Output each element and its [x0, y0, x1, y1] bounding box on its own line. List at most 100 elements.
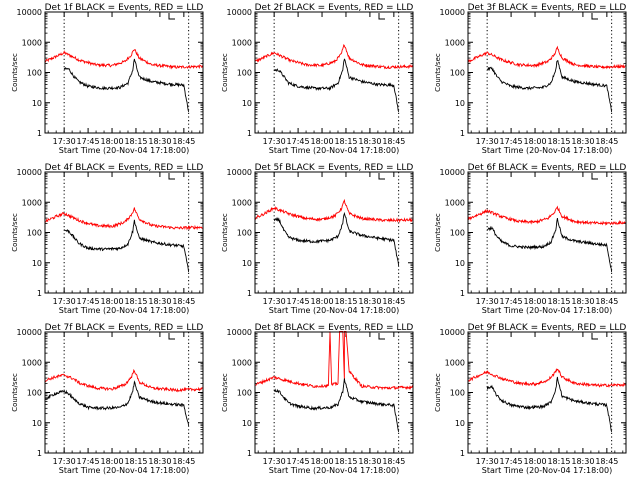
x-tick-label: 17:30 [476, 297, 499, 306]
y-tick-label: 1 [37, 129, 42, 138]
x-tick-label: 18:15 [124, 457, 147, 466]
y-tick-label: 100 [27, 69, 42, 78]
y-tick-label: 1000 [232, 358, 252, 367]
x-tick-label: 17:45 [500, 137, 523, 146]
x-tick-label: 18:15 [124, 297, 147, 306]
panel-title: Det 7f BLACK = Events, RED = LLD [45, 323, 204, 333]
x-tick-label: 17:30 [53, 137, 76, 146]
y-tick-label: 10000 [17, 168, 42, 177]
panel-title: Det 6f BLACK = Events, RED = LLD [468, 163, 627, 173]
plot-frame [254, 171, 414, 294]
x-tick-label: 18:00 [100, 137, 123, 146]
x-tick-label: 18:00 [310, 297, 333, 306]
y-tick-label: 100 [237, 389, 252, 398]
y-tick-label: 1000 [232, 198, 252, 207]
panel-det-9: Det 9f BLACK = Events, RED = LLD 1 10 100 10… [434, 323, 627, 475]
y-tick-label: 10000 [17, 8, 42, 17]
plot-frame [44, 171, 204, 294]
panel-det-7: Det 7f BLACK = Events, RED = LLD 1 10 100 10… [11, 323, 204, 475]
x-axis-label: Start Time (20-Nov-04 17:18:00) [269, 146, 399, 155]
plot-frame [254, 331, 414, 454]
series-events [63, 58, 190, 113]
x-tick-label: 18:15 [334, 457, 357, 466]
x-axis-label: Start Time (20-Nov-04 17:18:00) [482, 146, 612, 155]
x-tick-label: 17:45 [77, 297, 100, 306]
x-tick-label: 18:30 [148, 137, 171, 146]
y-tick-label: 1 [37, 289, 42, 298]
corner-marker [591, 13, 598, 20]
series-events [486, 376, 613, 433]
y-tick-label: 10000 [440, 8, 465, 17]
x-tick-label: 17:30 [263, 457, 286, 466]
y-axis-label: Counts/sec [434, 373, 442, 412]
y-tick-label: 100 [237, 69, 252, 78]
series-events [63, 219, 190, 272]
x-axis-label: Start Time (20-Nov-04 17:18:00) [59, 306, 189, 315]
y-tick-label: 10 [455, 259, 465, 268]
panel-title: Det 1f BLACK = Events, RED = LLD [45, 3, 204, 13]
x-tick-label: 18:15 [547, 297, 570, 306]
x-axis-label: Start Time (20-Nov-04 17:18:00) [269, 466, 399, 475]
panel-det-8: Det 8f BLACK = Events, RED = LLD 1 10 100 10… [221, 323, 414, 475]
y-axis-label: Counts/sec [221, 213, 229, 252]
panel-det-3: Det 3f BLACK = Events, RED = LLD 1 10 100 10… [434, 3, 627, 155]
x-tick-label: 18:15 [124, 137, 147, 146]
y-tick-label: 1 [460, 449, 465, 458]
x-tick-label: 18:45 [595, 457, 618, 466]
x-tick-label: 18:15 [547, 137, 570, 146]
series-events [273, 58, 400, 113]
y-tick-label: 1000 [445, 358, 465, 367]
plot-frame [467, 171, 627, 294]
y-tick-label: 10000 [227, 8, 252, 17]
panel-det-2: Det 2f BLACK = Events, RED = LLD 1 10 100 10… [221, 3, 414, 155]
y-tick-label: 1000 [445, 198, 465, 207]
x-tick-label: 17:45 [287, 297, 310, 306]
x-tick-label: 18:15 [334, 137, 357, 146]
x-tick-label: 18:00 [523, 137, 546, 146]
series-events [273, 378, 400, 432]
x-tick-label: 18:30 [148, 457, 171, 466]
x-tick-label: 17:45 [287, 137, 310, 146]
x-tick-label: 17:45 [287, 457, 310, 466]
x-tick-label: 17:45 [500, 297, 523, 306]
y-axis-label: Counts/sec [11, 53, 19, 92]
y-tick-label: 100 [450, 229, 465, 238]
x-tick-label: 18:30 [571, 297, 594, 306]
panel-title: Det 8f BLACK = Events, RED = LLD [255, 323, 414, 333]
y-tick-label: 10 [32, 419, 42, 428]
x-tick-label: 18:30 [358, 297, 381, 306]
x-tick-label: 17:30 [476, 137, 499, 146]
y-tick-label: 10 [242, 259, 252, 268]
x-tick-label: 18:00 [310, 457, 333, 466]
series-lld [45, 49, 203, 70]
y-tick-label: 10 [32, 99, 42, 108]
corner-marker [378, 173, 385, 180]
panel-det-1: Det 1f BLACK = Events, RED = LLD 1 10 100 10… [11, 3, 204, 155]
y-axis-label: Counts/sec [221, 53, 229, 92]
series-lld [255, 330, 413, 391]
y-tick-label: 10 [455, 99, 465, 108]
x-tick-label: 18:30 [358, 137, 381, 146]
y-tick-label: 10000 [17, 328, 42, 337]
corner-marker [378, 13, 385, 20]
x-tick-label: 18:45 [172, 297, 195, 306]
x-tick-label: 18:45 [172, 457, 195, 466]
x-tick-label: 17:30 [263, 137, 286, 146]
x-axis-label: Start Time (20-Nov-04 17:18:00) [269, 306, 399, 315]
x-tick-label: 17:45 [500, 457, 523, 466]
y-tick-label: 10 [32, 259, 42, 268]
series-lld [468, 368, 626, 388]
series-events [273, 211, 400, 266]
x-tick-label: 18:30 [571, 457, 594, 466]
x-axis-label: Start Time (20-Nov-04 17:18:00) [59, 466, 189, 475]
x-tick-label: 17:30 [263, 297, 286, 306]
x-tick-label: 17:30 [53, 297, 76, 306]
x-tick-label: 18:00 [523, 297, 546, 306]
x-tick-label: 18:45 [595, 297, 618, 306]
panel-title: Det 2f BLACK = Events, RED = LLD [255, 3, 414, 13]
x-tick-label: 18:30 [148, 297, 171, 306]
x-tick-label: 18:00 [523, 457, 546, 466]
x-tick-label: 17:45 [77, 137, 100, 146]
plot-frame [254, 11, 414, 134]
y-tick-label: 1 [247, 289, 252, 298]
